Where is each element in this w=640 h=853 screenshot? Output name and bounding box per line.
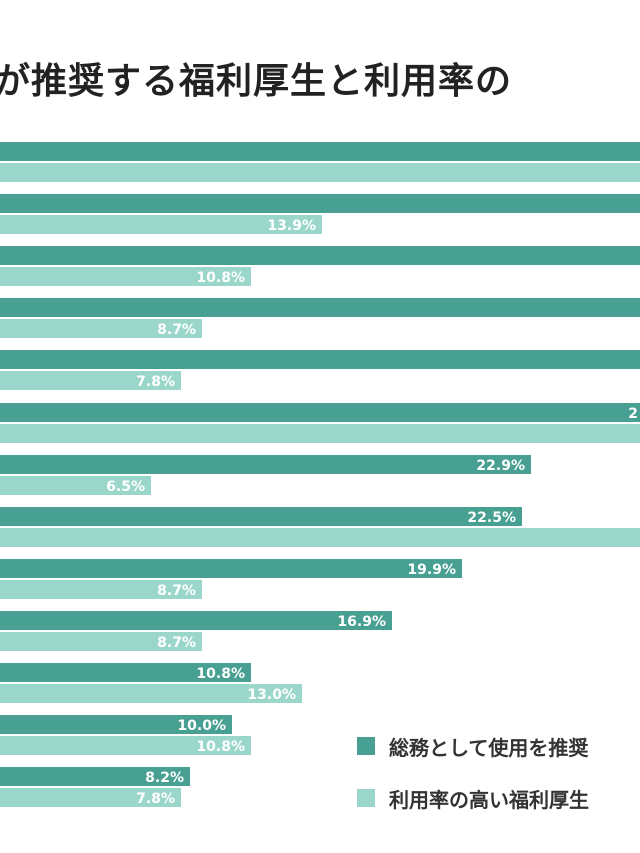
bar-usage-11 xyxy=(0,736,251,755)
data-label-recommended-8: 19.9% xyxy=(407,562,456,578)
legend: 総務として使用を推奨 利用率の高い福利厚生 xyxy=(357,731,589,835)
data-label-usage-12: 7.8% xyxy=(136,791,175,807)
data-label-usage-1: 13.9% xyxy=(267,218,316,234)
bar-recommended-6 xyxy=(0,455,531,474)
legend-label-recommended: 総務として使用を推奨 xyxy=(389,735,589,760)
data-label-usage-11: 10.8% xyxy=(196,739,245,755)
data-label-usage-2: 10.8% xyxy=(196,270,245,286)
data-label-recommended-9: 16.9% xyxy=(337,614,386,630)
bar-recommended-10 xyxy=(0,663,251,682)
bar-recommended-3 xyxy=(0,298,640,317)
bar-usage-12 xyxy=(0,788,181,807)
bar-recommended-5 xyxy=(0,403,640,422)
bar-recommended-2 xyxy=(0,246,640,265)
bar-usage-8 xyxy=(0,580,202,599)
bar-recommended-1 xyxy=(0,194,640,213)
bar-usage-0 xyxy=(0,163,640,182)
bar-usage-1 xyxy=(0,215,322,234)
bar-usage-2 xyxy=(0,267,251,286)
bar-recommended-7 xyxy=(0,507,522,526)
legend-swatch-usage xyxy=(357,789,375,807)
bar-usage-6 xyxy=(0,476,151,495)
data-label-usage-10: 13.0% xyxy=(247,687,296,703)
data-label-usage-4: 7.8% xyxy=(136,374,175,390)
data-label-recommended-10: 10.8% xyxy=(196,666,245,682)
data-label-usage-6: 6.5% xyxy=(106,479,145,495)
chart-title: が推奨する福利厚生と利用率の xyxy=(0,61,513,102)
bar-usage-10 xyxy=(0,684,302,703)
legend-label-usage: 利用率の高い福利厚生 xyxy=(389,787,589,812)
data-label-recommended-11: 10.0% xyxy=(177,718,226,734)
bar-recommended-4 xyxy=(0,350,640,369)
bar-recommended-9 xyxy=(0,611,392,630)
legend-swatch-recommended xyxy=(357,737,375,755)
bar-usage-4 xyxy=(0,371,181,390)
bar-usage-7 xyxy=(0,528,640,547)
data-label-recommended-7: 22.5% xyxy=(467,510,516,526)
data-label-usage-9: 8.7% xyxy=(157,635,196,651)
legend-item-usage: 利用率の高い福利厚生 xyxy=(357,783,589,813)
data-label-recommended-6: 22.9% xyxy=(476,458,525,474)
bar-usage-9 xyxy=(0,632,202,651)
legend-item-recommended: 総務として使用を推奨 xyxy=(357,731,589,761)
data-label-usage-8: 8.7% xyxy=(157,583,196,599)
bar-usage-5 xyxy=(0,424,640,443)
bar-recommended-11 xyxy=(0,715,232,734)
bar-recommended-12 xyxy=(0,767,190,786)
data-label-recommended-5: 2 xyxy=(628,406,638,422)
data-label-recommended-12: 8.2% xyxy=(145,770,184,786)
bar-recommended-8 xyxy=(0,559,462,578)
data-label-usage-3: 8.7% xyxy=(157,322,196,338)
bar-usage-3 xyxy=(0,319,202,338)
bar-recommended-0 xyxy=(0,142,640,161)
